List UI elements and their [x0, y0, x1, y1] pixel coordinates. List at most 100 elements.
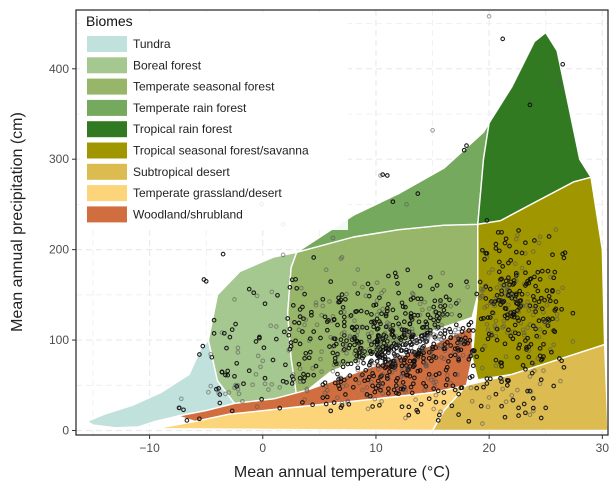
data-point [417, 301, 423, 307]
data-point [339, 400, 345, 406]
data-point [344, 338, 349, 344]
data-point [515, 301, 520, 307]
data-point [496, 297, 502, 303]
data-point [410, 295, 416, 301]
x-tick-label: 0 [259, 441, 266, 455]
data-point [425, 312, 431, 318]
data-point [517, 342, 523, 348]
data-point [320, 296, 326, 302]
data-point [526, 344, 532, 350]
data-point [427, 315, 433, 321]
data-point [396, 321, 401, 327]
data-point [369, 358, 374, 364]
data-point [328, 279, 334, 284]
data-point [456, 391, 461, 397]
data-point [415, 351, 421, 357]
data-point [477, 279, 483, 285]
data-point [377, 319, 382, 324]
data-point [547, 298, 553, 304]
data-point [397, 323, 403, 329]
data-point [371, 373, 377, 379]
data-point [484, 303, 490, 309]
data-point [525, 299, 530, 305]
data-point [318, 356, 323, 362]
data-point [546, 317, 552, 323]
data-point [541, 354, 546, 359]
data-point [431, 304, 437, 310]
data-point [424, 321, 430, 327]
data-point [549, 349, 554, 355]
data-point [513, 291, 519, 297]
data-point [330, 350, 336, 356]
data-point [502, 341, 508, 347]
data-point [349, 324, 355, 330]
data-point [235, 345, 241, 351]
data-point [526, 260, 532, 265]
data-point [255, 353, 261, 359]
data-point [214, 386, 219, 392]
data-point [310, 402, 315, 408]
data-point [292, 319, 297, 325]
data-point [369, 286, 374, 292]
data-point [541, 368, 546, 373]
data-point [281, 329, 287, 335]
data-point [520, 316, 526, 322]
data-point [392, 367, 398, 372]
data-point [269, 382, 275, 387]
data-point [465, 284, 470, 290]
data-point [336, 361, 341, 367]
data-point [340, 364, 346, 370]
data-point [500, 264, 506, 269]
data-point [442, 328, 448, 333]
data-point [536, 240, 542, 246]
data-point [338, 337, 344, 342]
data-point [300, 400, 305, 405]
data-point [341, 309, 347, 315]
data-point [286, 348, 292, 353]
data-point [440, 270, 446, 276]
data-point [341, 347, 347, 352]
data-point [344, 350, 349, 356]
data-point [273, 324, 279, 329]
data-point [338, 256, 344, 262]
data-point [521, 401, 527, 407]
data-point [496, 248, 502, 254]
y-tick-label: 0 [62, 423, 69, 437]
data-point [469, 373, 475, 379]
data-point [519, 265, 525, 271]
data-point [528, 389, 534, 395]
data-point [539, 306, 545, 312]
data-point [544, 288, 550, 293]
data-point [435, 418, 441, 423]
data-point [474, 385, 480, 391]
data-point [289, 277, 295, 283]
data-point [253, 371, 259, 377]
data-point [323, 384, 329, 389]
data-point [277, 385, 283, 390]
data-point [377, 402, 382, 408]
data-point [493, 246, 499, 251]
data-point [366, 334, 372, 340]
data-point [381, 288, 387, 293]
data-point [448, 303, 454, 309]
data-point [444, 344, 450, 349]
data-point [448, 329, 454, 335]
data-point [515, 232, 520, 238]
data-point [512, 330, 518, 336]
data-point [262, 375, 268, 381]
data-point [439, 322, 444, 328]
data-point [386, 335, 391, 341]
data-point [483, 284, 489, 290]
data-point [422, 388, 427, 393]
data-point [374, 312, 380, 318]
data-point [340, 384, 346, 389]
data-point [236, 391, 242, 397]
data-point [417, 345, 423, 350]
data-point [533, 303, 538, 309]
data-point [439, 355, 444, 360]
data-point [537, 276, 543, 282]
data-point [500, 283, 506, 289]
data-point [251, 290, 257, 296]
data-point [254, 404, 260, 410]
data-point [269, 289, 275, 295]
